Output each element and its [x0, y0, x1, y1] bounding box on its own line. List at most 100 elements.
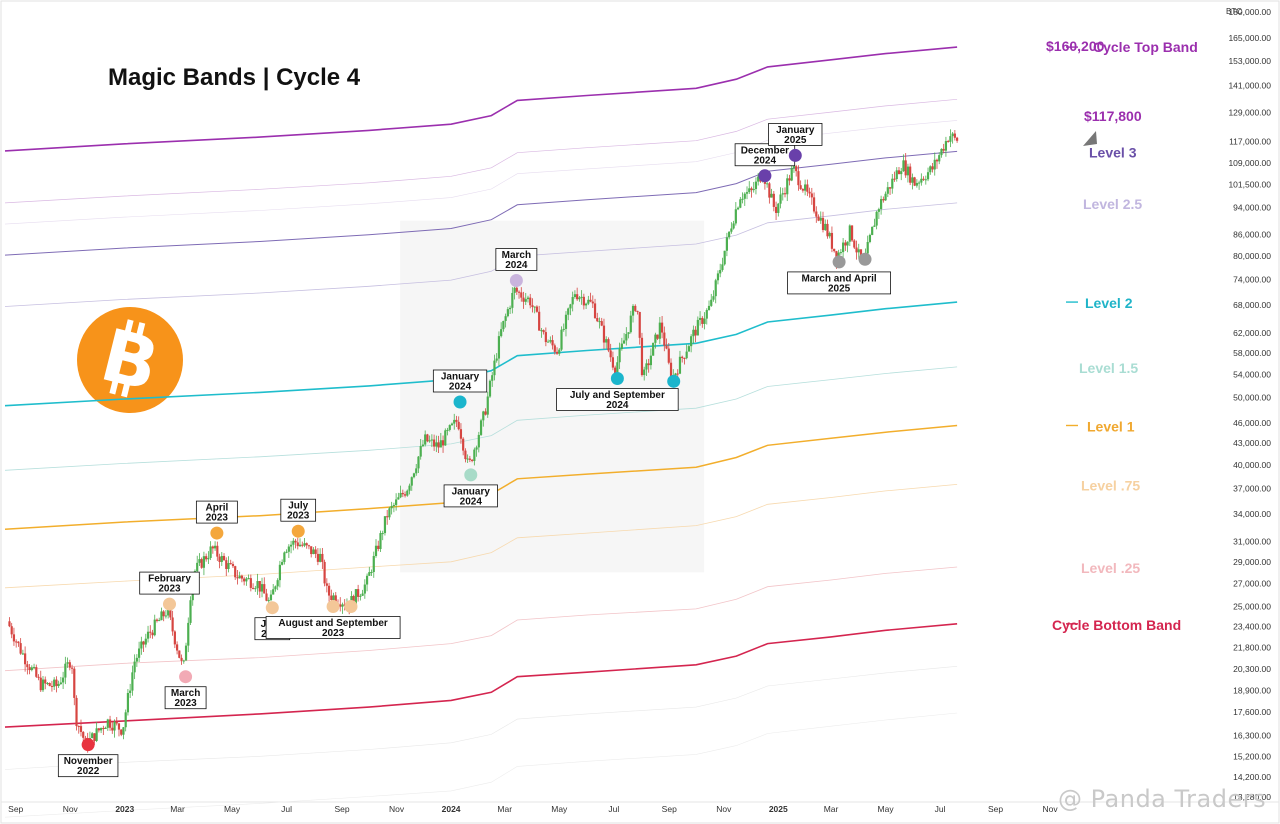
- price-candle: [426, 434, 429, 442]
- price-candle: [73, 668, 76, 698]
- x-tick-label: Nov: [63, 804, 79, 814]
- marker-dot: [832, 255, 846, 269]
- price-candle: [372, 555, 375, 572]
- band-level-1: [4, 424, 958, 531]
- marker-label-box: [495, 248, 538, 271]
- band-label-level-75: Level .75: [1081, 477, 1140, 493]
- price-candle: [53, 679, 56, 687]
- price-candle: [781, 193, 784, 195]
- price-candle: [164, 615, 168, 617]
- price-candle: [222, 555, 226, 561]
- y-tick-label: 180,000.00: [1228, 7, 1271, 17]
- y-tick-label: 21,800.00: [1233, 643, 1271, 653]
- marker-dot: [509, 274, 523, 288]
- price-candle: [636, 310, 639, 312]
- price-candle: [842, 242, 845, 253]
- price-candle: [828, 232, 831, 237]
- price-candle: [392, 504, 395, 507]
- band-level-2: [4, 301, 958, 407]
- marker-label-box: [265, 616, 401, 639]
- price-candle: [674, 373, 677, 376]
- price-candle: [953, 133, 956, 138]
- price-candle: [254, 588, 257, 590]
- price-candle: [274, 586, 277, 590]
- price-candle: [30, 667, 33, 671]
- price-candle: [410, 477, 413, 486]
- price-candle: [256, 581, 259, 589]
- y-tick-label: 94,000.00: [1233, 203, 1271, 213]
- price-candle: [549, 340, 552, 342]
- price-candle: [493, 360, 496, 376]
- price-candle: [218, 556, 221, 562]
- price-candle: [712, 296, 715, 300]
- y-tick-label: 23,400.00: [1233, 621, 1271, 631]
- y-tick-label: 18,900.00: [1233, 686, 1271, 696]
- price-candle: [790, 168, 793, 181]
- price-candle: [294, 540, 297, 543]
- price-candle: [739, 199, 742, 208]
- price-candle: [137, 648, 141, 658]
- price-candle: [352, 596, 355, 605]
- price-candle: [82, 731, 85, 738]
- price-candle: [171, 617, 174, 632]
- price-candle: [374, 545, 378, 556]
- x-tick-label: Jul: [935, 804, 946, 814]
- price-candle: [263, 584, 266, 594]
- price-candle: [124, 712, 127, 728]
- band-line-11: [4, 666, 958, 770]
- price-candle: [258, 581, 261, 592]
- price-candle: [602, 325, 606, 343]
- band-label-level-25: Level .25: [1081, 560, 1140, 576]
- y-tick-label: 25,000.00: [1233, 601, 1271, 611]
- x-tick-label: 2023: [115, 804, 134, 814]
- watermark-text: @ Panda Traders: [1058, 785, 1267, 813]
- price-candle: [381, 533, 384, 535]
- marker-label-box: [195, 500, 238, 524]
- price-candle: [321, 553, 324, 562]
- price-candle: [395, 499, 398, 505]
- price-candle: [786, 178, 789, 195]
- price-candle: [21, 653, 24, 655]
- price-candle: [249, 578, 252, 588]
- x-tick-label: Jul: [608, 804, 619, 814]
- price-candle: [453, 419, 456, 424]
- price-candle: [155, 619, 159, 621]
- price-candle: [743, 193, 746, 199]
- y-tick-label: 117,000.00: [1229, 137, 1271, 147]
- price-candle: [64, 663, 67, 678]
- price-candle: [330, 595, 333, 601]
- marker-label-text: January: [776, 125, 815, 136]
- price-candle: [719, 269, 722, 274]
- y-tick-label: 34,000.00: [1233, 509, 1271, 519]
- price-candle: [473, 449, 476, 461]
- price-candle: [924, 179, 927, 181]
- y-tick-label: 46,000.00: [1233, 418, 1271, 428]
- price-candle: [363, 584, 366, 594]
- price-candle: [57, 683, 60, 686]
- price-candle: [357, 589, 360, 597]
- price-candle: [685, 351, 688, 359]
- price-candle: [421, 444, 425, 447]
- price-candle: [949, 136, 952, 142]
- price-candle: [151, 632, 154, 636]
- marker-label-box: [556, 388, 679, 411]
- price-candle: [149, 631, 152, 633]
- price-candle: [475, 447, 478, 450]
- price-candle: [450, 423, 454, 426]
- y-tick-label: 74,000.00: [1233, 275, 1271, 285]
- y-tick-label: 27,000.00: [1233, 578, 1271, 588]
- price-candle: [748, 188, 751, 193]
- arrow-icon: [1083, 131, 1097, 146]
- marker-dot: [667, 374, 681, 388]
- price-candle: [707, 305, 711, 310]
- marker-label-text: November: [64, 756, 113, 767]
- price-candle: [705, 309, 708, 319]
- price-candle: [645, 363, 648, 370]
- price-candle: [120, 729, 123, 735]
- price-candle: [848, 225, 851, 242]
- price-candle: [379, 533, 382, 550]
- price-candle: [104, 727, 107, 730]
- price-candle: [884, 193, 887, 201]
- price-candle: [79, 726, 83, 732]
- price-candle: [524, 299, 527, 302]
